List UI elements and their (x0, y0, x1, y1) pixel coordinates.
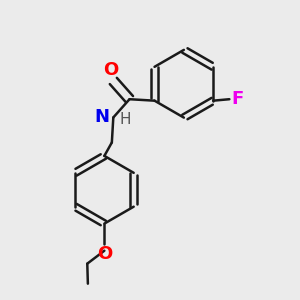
Text: H: H (120, 112, 131, 127)
Text: O: O (97, 245, 112, 263)
Text: N: N (95, 109, 110, 127)
Text: O: O (103, 61, 118, 79)
Text: F: F (232, 90, 244, 108)
